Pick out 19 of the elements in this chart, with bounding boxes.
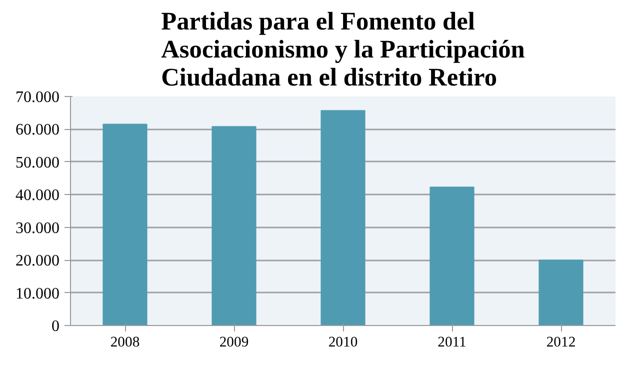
y-tick-label: 70.000 — [16, 89, 60, 106]
x-tick-label: 2011 — [438, 334, 466, 350]
bar — [102, 124, 148, 326]
x-tick-label: 2009 — [219, 334, 249, 350]
y-tick-label: 10.000 — [16, 285, 60, 302]
chart-title: Partidas para el Fomento del Asociacionismo y la Participación Ciudadana en el distrito Retiro — [161, 8, 525, 92]
bar — [430, 186, 474, 326]
bar — [212, 126, 256, 326]
x-tick-label: 2010 — [328, 334, 358, 350]
y-tick-label: 60.000 — [16, 122, 60, 139]
y-tick-label: 30.000 — [16, 220, 60, 237]
bar — [320, 110, 366, 326]
x-tick-label: 2008 — [110, 334, 140, 350]
y-tick-label: 50.000 — [16, 154, 60, 172]
y-tick-label: 40.000 — [16, 187, 60, 204]
y-tick-label: 20.000 — [16, 252, 60, 270]
bar — [538, 260, 584, 326]
x-tick-label: 2012 — [546, 334, 576, 350]
y-tick-label: 0 — [52, 318, 60, 335]
